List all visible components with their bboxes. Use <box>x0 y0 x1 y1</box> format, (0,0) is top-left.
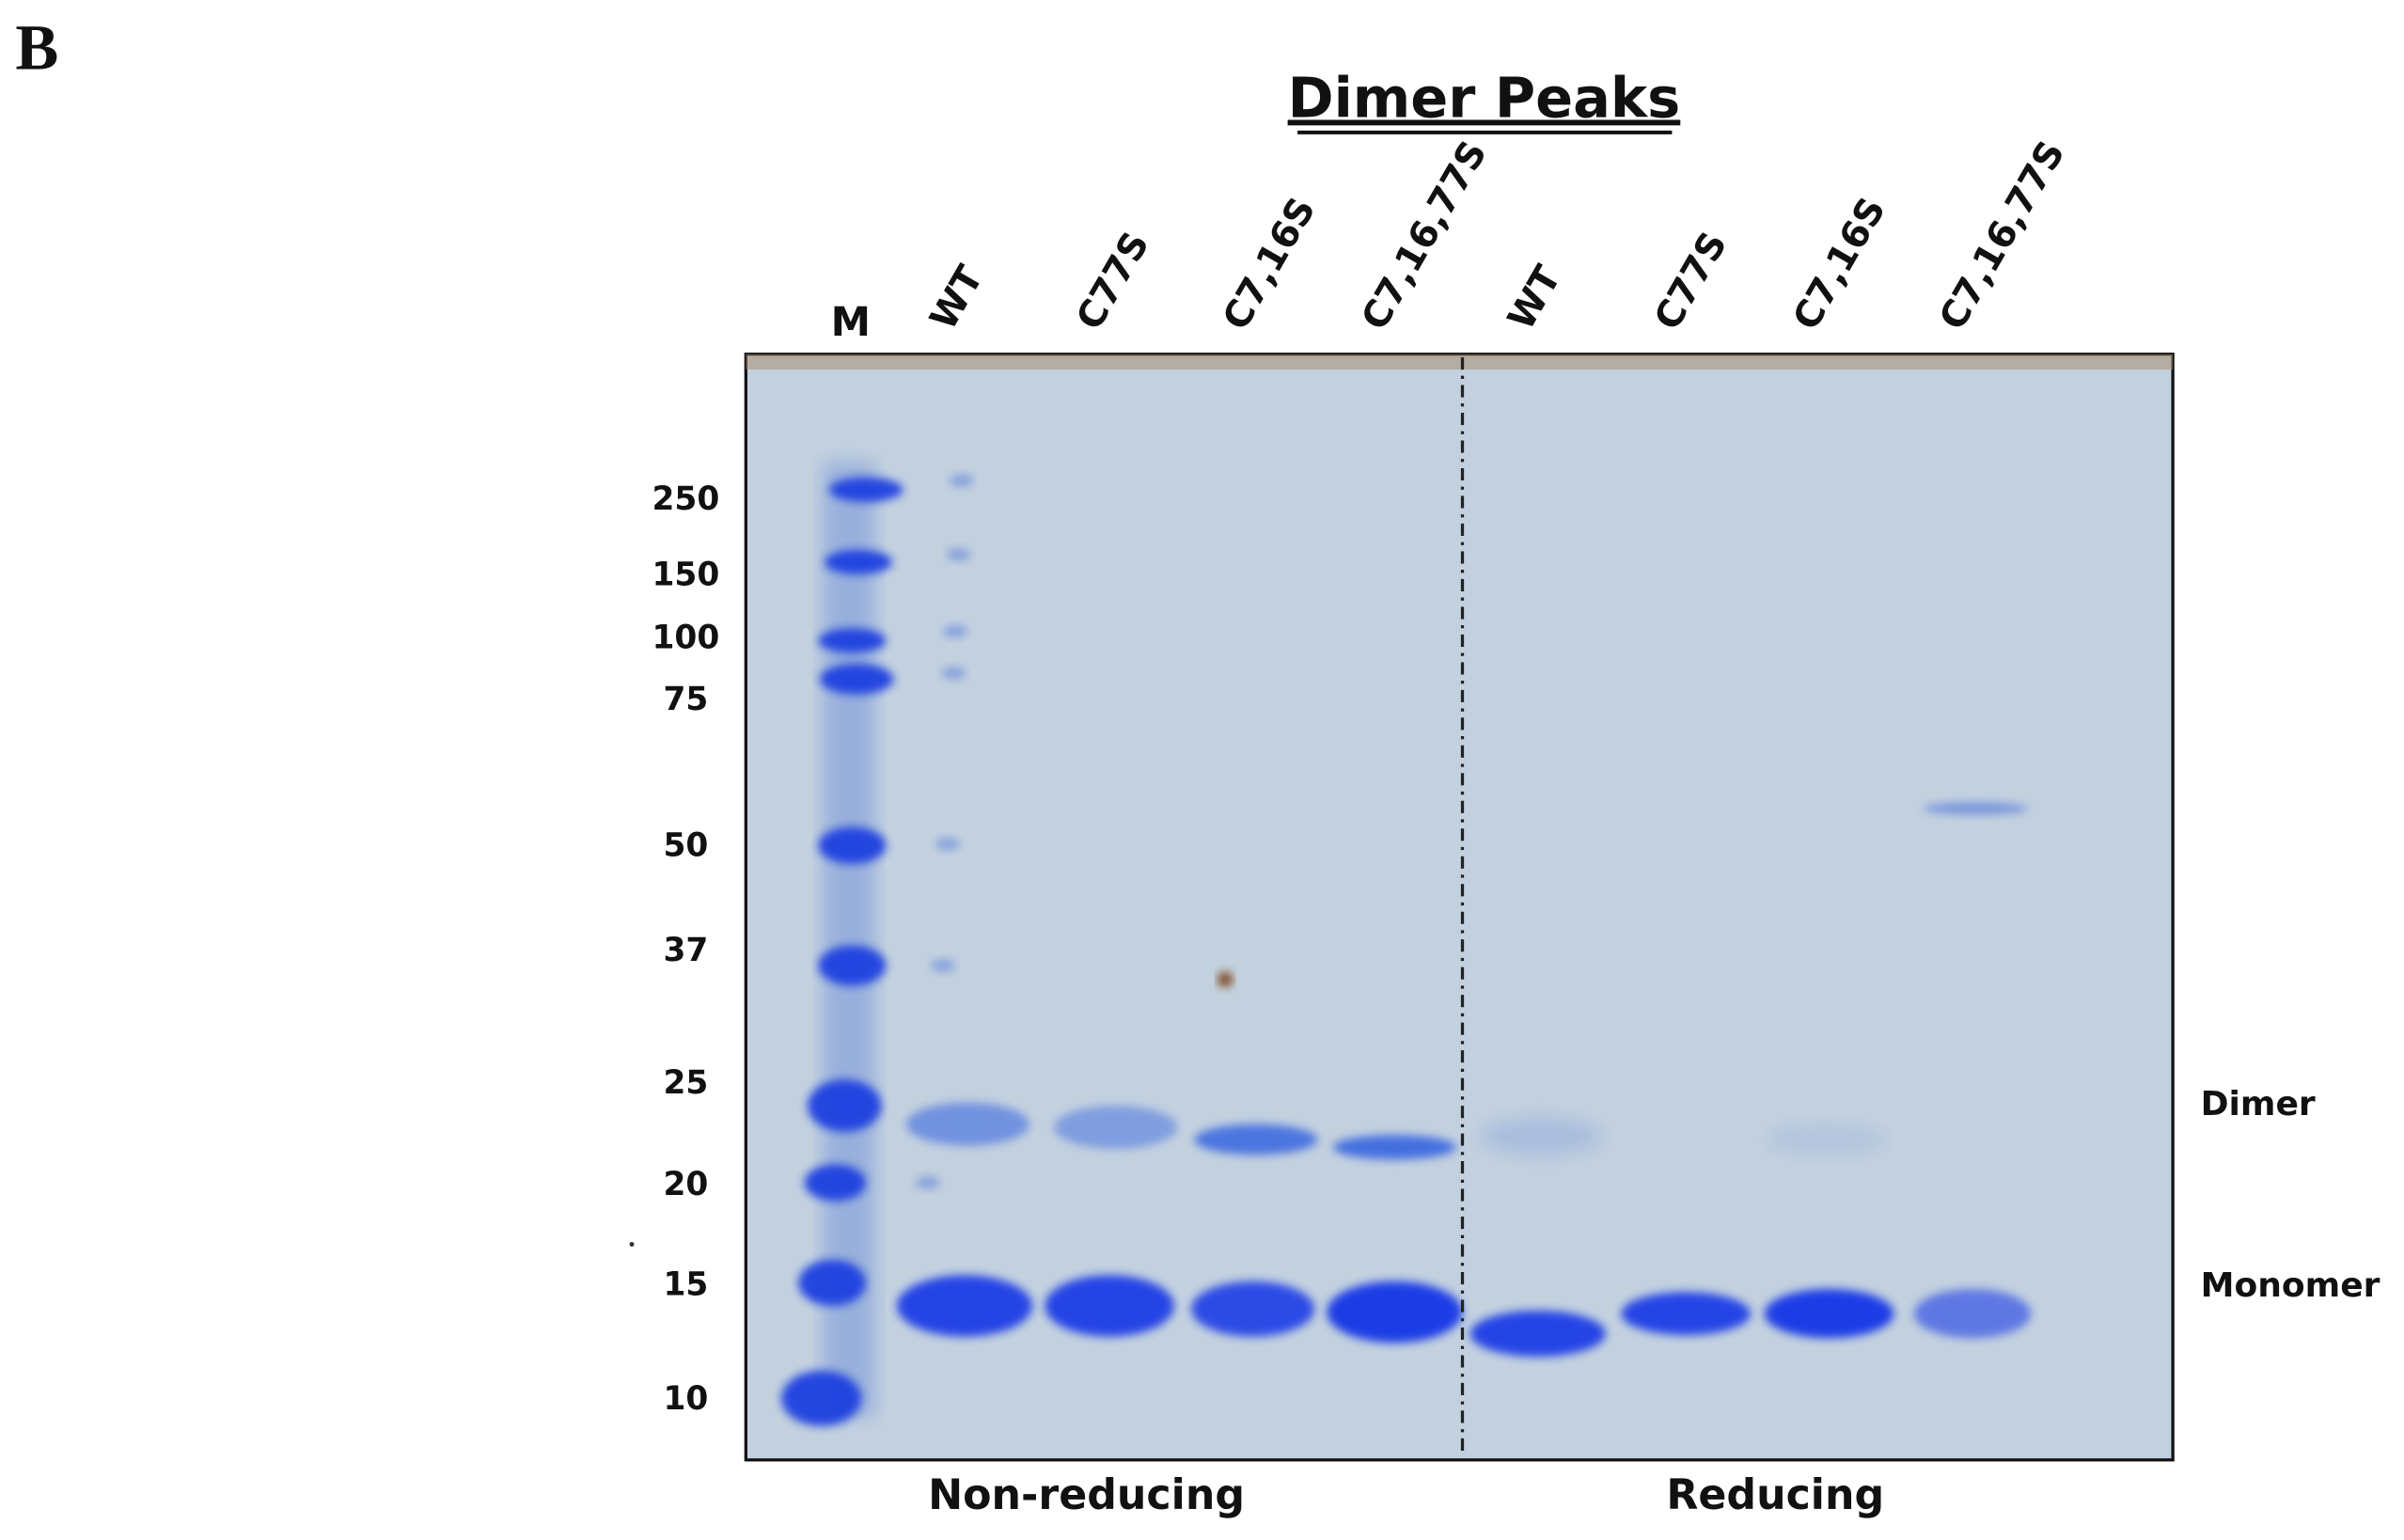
band <box>1217 971 1233 987</box>
band <box>1469 1310 1606 1358</box>
marker-size-label: 25 <box>663 1064 708 1102</box>
band <box>1923 802 2029 815</box>
band-label: Dimer <box>2201 1085 2316 1124</box>
band <box>818 826 887 864</box>
band <box>824 549 893 574</box>
band <box>828 477 903 502</box>
speck <box>629 1242 635 1247</box>
lane-label: C7,16S <box>1215 191 1324 338</box>
marker-size-label: 100 <box>652 620 719 657</box>
band <box>1764 1124 1888 1155</box>
band <box>1327 1281 1463 1344</box>
band <box>820 663 894 695</box>
band <box>1913 1289 2032 1339</box>
band <box>1621 1292 1752 1336</box>
band <box>804 1164 867 1202</box>
band <box>1764 1289 1894 1339</box>
band <box>915 1176 940 1189</box>
band <box>798 1259 867 1307</box>
marker-size-label: 75 <box>663 681 708 718</box>
panel-label: B <box>15 12 58 84</box>
lane-label: C7,16,77S <box>1354 134 1496 338</box>
band <box>946 548 971 561</box>
marker-size-label: 37 <box>663 932 708 969</box>
marker-size-label: 15 <box>663 1266 708 1304</box>
band <box>896 1275 1033 1337</box>
marker-smear <box>823 462 876 1417</box>
lane-label: M <box>831 299 871 346</box>
lane-label: C77S <box>1069 225 1158 337</box>
marker-size-label: 10 <box>663 1380 708 1418</box>
band <box>905 1102 1029 1146</box>
lane-label: C7,16S <box>1785 191 1894 338</box>
group-label: Non-reducing <box>928 1471 1245 1519</box>
marker-size-label: 150 <box>652 556 719 593</box>
marker-size-label: 50 <box>663 827 708 865</box>
band <box>1045 1275 1174 1337</box>
band <box>818 628 887 653</box>
lane-label: WT <box>1501 259 1570 337</box>
band <box>1191 1281 1315 1337</box>
marker-size-label: 20 <box>663 1166 708 1203</box>
gel-top-edge <box>746 354 2174 370</box>
band <box>931 959 956 972</box>
group-label: Reducing <box>1666 1471 1884 1519</box>
band <box>1194 1124 1318 1155</box>
band <box>943 625 968 638</box>
band <box>1332 1135 1456 1160</box>
band <box>1479 1118 1603 1155</box>
band <box>941 667 966 680</box>
lane-label: C7,16,77S <box>1932 134 2074 338</box>
marker-size-label: 250 <box>652 480 719 518</box>
gel <box>744 353 2175 1462</box>
bands <box>781 462 2032 1426</box>
band <box>935 838 961 851</box>
band <box>818 945 887 986</box>
lane-label: C77S <box>1646 225 1736 337</box>
band <box>781 1370 862 1426</box>
title: Dimer Peaks <box>1288 66 1681 131</box>
band <box>949 474 974 487</box>
band <box>1054 1106 1178 1149</box>
band-label: Monomer <box>2201 1266 2380 1305</box>
lane-label: WT <box>922 259 992 337</box>
band <box>807 1079 882 1132</box>
